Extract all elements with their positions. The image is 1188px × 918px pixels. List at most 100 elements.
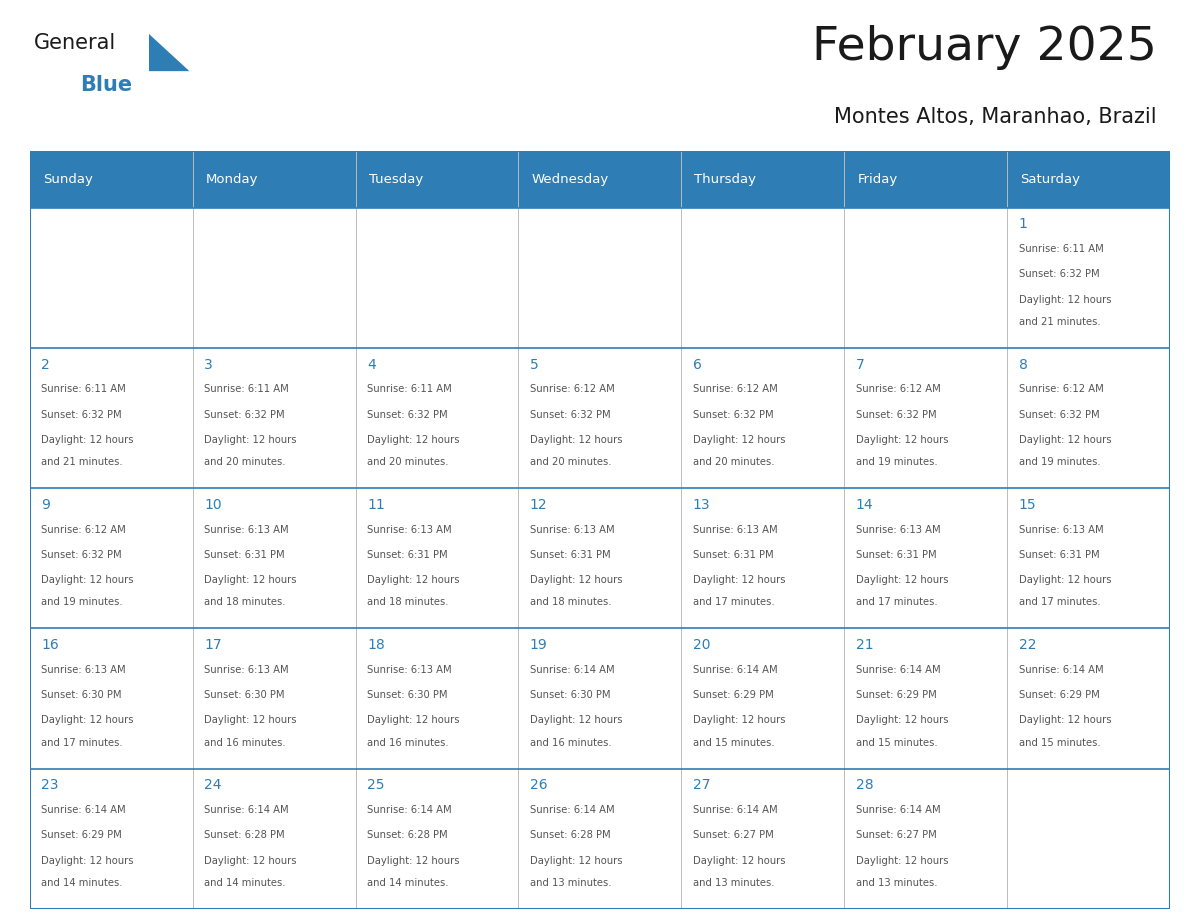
Text: Daylight: 12 hours: Daylight: 12 hours xyxy=(855,575,948,585)
Text: Sunrise: 6:13 AM: Sunrise: 6:13 AM xyxy=(204,665,289,675)
Bar xyxy=(30,488,192,628)
Text: Sunrise: 6:13 AM: Sunrise: 6:13 AM xyxy=(367,665,451,675)
Text: Sunset: 6:31 PM: Sunset: 6:31 PM xyxy=(1018,550,1099,560)
Text: Sunset: 6:31 PM: Sunset: 6:31 PM xyxy=(530,550,611,560)
Text: Sunset: 6:29 PM: Sunset: 6:29 PM xyxy=(1018,690,1099,700)
Text: Sunrise: 6:11 AM: Sunrise: 6:11 AM xyxy=(204,385,289,395)
Text: Friday: Friday xyxy=(858,173,898,186)
Text: Sunrise: 6:12 AM: Sunrise: 6:12 AM xyxy=(530,385,614,395)
Text: 26: 26 xyxy=(530,778,548,792)
Text: 5: 5 xyxy=(530,358,538,372)
Text: Sunset: 6:28 PM: Sunset: 6:28 PM xyxy=(204,830,285,840)
Text: Sunrise: 6:11 AM: Sunrise: 6:11 AM xyxy=(367,385,451,395)
Text: Daylight: 12 hours: Daylight: 12 hours xyxy=(42,715,133,725)
Text: Sunrise: 6:11 AM: Sunrise: 6:11 AM xyxy=(1018,244,1104,254)
Text: Daylight: 12 hours: Daylight: 12 hours xyxy=(1018,575,1111,585)
Text: Sunrise: 6:13 AM: Sunrise: 6:13 AM xyxy=(693,524,777,534)
Text: Sunset: 6:27 PM: Sunset: 6:27 PM xyxy=(855,830,936,840)
Text: and 13 minutes.: and 13 minutes. xyxy=(530,878,612,888)
Text: Sunrise: 6:14 AM: Sunrise: 6:14 AM xyxy=(1018,665,1104,675)
Text: 12: 12 xyxy=(530,498,548,512)
Bar xyxy=(845,151,1007,207)
Text: 10: 10 xyxy=(204,498,222,512)
Bar xyxy=(518,348,682,488)
Text: and 16 minutes.: and 16 minutes. xyxy=(530,738,612,748)
Text: Montes Altos, Maranhao, Brazil: Montes Altos, Maranhao, Brazil xyxy=(834,106,1157,127)
Text: 14: 14 xyxy=(855,498,873,512)
Bar xyxy=(1007,348,1170,488)
Bar xyxy=(682,488,845,628)
Text: 25: 25 xyxy=(367,778,385,792)
Text: Sunrise: 6:13 AM: Sunrise: 6:13 AM xyxy=(42,665,126,675)
Text: and 14 minutes.: and 14 minutes. xyxy=(42,878,122,888)
Text: Daylight: 12 hours: Daylight: 12 hours xyxy=(367,715,460,725)
Text: and 19 minutes.: and 19 minutes. xyxy=(855,457,937,467)
Text: and 15 minutes.: and 15 minutes. xyxy=(855,738,937,748)
Text: 18: 18 xyxy=(367,638,385,652)
Text: and 20 minutes.: and 20 minutes. xyxy=(367,457,448,467)
Bar xyxy=(518,488,682,628)
Text: Sunrise: 6:14 AM: Sunrise: 6:14 AM xyxy=(693,665,777,675)
Text: and 21 minutes.: and 21 minutes. xyxy=(1018,317,1100,327)
Text: Sunset: 6:31 PM: Sunset: 6:31 PM xyxy=(367,550,448,560)
Text: 4: 4 xyxy=(367,358,375,372)
Bar xyxy=(845,348,1007,488)
Text: and 18 minutes.: and 18 minutes. xyxy=(367,598,448,608)
Text: Sunrise: 6:12 AM: Sunrise: 6:12 AM xyxy=(1018,385,1104,395)
Bar xyxy=(682,628,845,768)
Text: Sunset: 6:32 PM: Sunset: 6:32 PM xyxy=(42,550,121,560)
Text: Sunset: 6:32 PM: Sunset: 6:32 PM xyxy=(855,409,936,420)
Bar xyxy=(1007,151,1170,207)
Text: and 17 minutes.: and 17 minutes. xyxy=(42,738,122,748)
Text: Sunrise: 6:12 AM: Sunrise: 6:12 AM xyxy=(42,524,126,534)
Bar xyxy=(355,768,518,909)
Text: and 20 minutes.: and 20 minutes. xyxy=(530,457,612,467)
Text: 2: 2 xyxy=(42,358,50,372)
Text: and 19 minutes.: and 19 minutes. xyxy=(42,598,122,608)
Text: 22: 22 xyxy=(1018,638,1036,652)
Text: 7: 7 xyxy=(855,358,865,372)
Bar xyxy=(192,488,355,628)
Text: Sunset: 6:31 PM: Sunset: 6:31 PM xyxy=(204,550,285,560)
Text: Daylight: 12 hours: Daylight: 12 hours xyxy=(693,435,785,445)
Text: Sunrise: 6:14 AM: Sunrise: 6:14 AM xyxy=(855,805,941,815)
Bar xyxy=(355,488,518,628)
Text: Sunset: 6:31 PM: Sunset: 6:31 PM xyxy=(693,550,773,560)
Text: Sunset: 6:30 PM: Sunset: 6:30 PM xyxy=(42,690,121,700)
Text: Daylight: 12 hours: Daylight: 12 hours xyxy=(367,575,460,585)
Text: 15: 15 xyxy=(1018,498,1036,512)
Text: Daylight: 12 hours: Daylight: 12 hours xyxy=(693,715,785,725)
Bar xyxy=(355,151,518,207)
Text: Sunrise: 6:14 AM: Sunrise: 6:14 AM xyxy=(693,805,777,815)
Text: and 18 minutes.: and 18 minutes. xyxy=(530,598,612,608)
Text: Sunrise: 6:11 AM: Sunrise: 6:11 AM xyxy=(42,385,126,395)
Text: and 13 minutes.: and 13 minutes. xyxy=(855,878,937,888)
Text: Monday: Monday xyxy=(206,173,258,186)
Polygon shape xyxy=(148,34,189,71)
Text: Sunset: 6:28 PM: Sunset: 6:28 PM xyxy=(367,830,448,840)
Text: 9: 9 xyxy=(42,498,50,512)
Text: and 18 minutes.: and 18 minutes. xyxy=(204,598,285,608)
Text: Sunset: 6:29 PM: Sunset: 6:29 PM xyxy=(855,690,936,700)
Text: Daylight: 12 hours: Daylight: 12 hours xyxy=(42,435,133,445)
Bar xyxy=(30,628,192,768)
Bar xyxy=(1007,488,1170,628)
Text: Sunset: 6:32 PM: Sunset: 6:32 PM xyxy=(367,409,448,420)
Text: and 17 minutes.: and 17 minutes. xyxy=(1018,598,1100,608)
Text: and 20 minutes.: and 20 minutes. xyxy=(693,457,775,467)
Text: 27: 27 xyxy=(693,778,710,792)
Text: Sunrise: 6:13 AM: Sunrise: 6:13 AM xyxy=(530,524,614,534)
Text: Daylight: 12 hours: Daylight: 12 hours xyxy=(855,715,948,725)
Text: and 21 minutes.: and 21 minutes. xyxy=(42,457,122,467)
Text: Daylight: 12 hours: Daylight: 12 hours xyxy=(530,435,623,445)
Text: Daylight: 12 hours: Daylight: 12 hours xyxy=(1018,295,1111,305)
Text: Sunset: 6:27 PM: Sunset: 6:27 PM xyxy=(693,830,773,840)
Bar xyxy=(30,151,192,207)
Text: Daylight: 12 hours: Daylight: 12 hours xyxy=(855,856,948,866)
Bar xyxy=(1007,768,1170,909)
Text: 6: 6 xyxy=(693,358,702,372)
Bar xyxy=(845,488,1007,628)
Text: Sunset: 6:30 PM: Sunset: 6:30 PM xyxy=(530,690,611,700)
Text: and 13 minutes.: and 13 minutes. xyxy=(693,878,775,888)
Bar xyxy=(30,348,192,488)
